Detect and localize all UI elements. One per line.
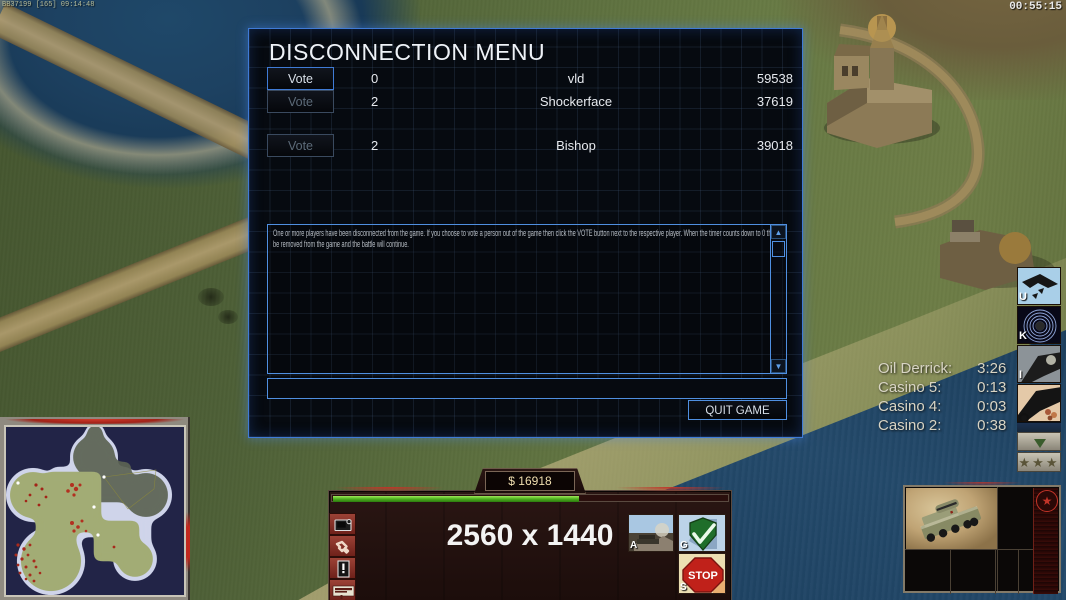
svg-text:STOP: STOP	[688, 570, 718, 582]
svg-text:★: ★	[1042, 494, 1053, 508]
